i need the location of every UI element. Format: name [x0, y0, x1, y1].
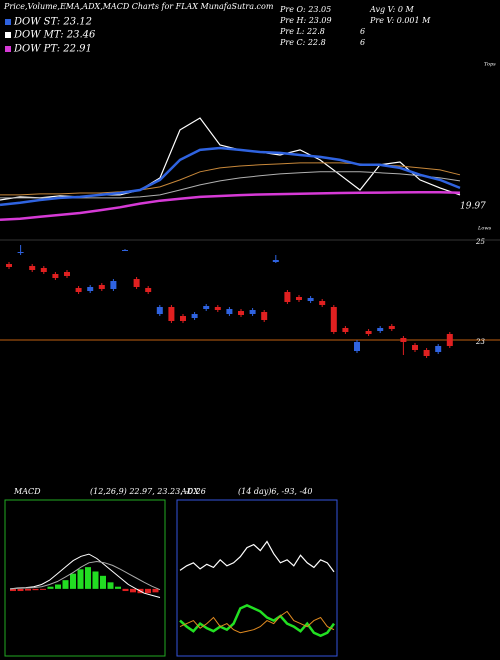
histogram-bar: [85, 567, 91, 589]
candle-body: [110, 281, 117, 289]
series-line: [179, 610, 335, 634]
macd-title: MACD: [13, 487, 41, 496]
candle-body: [40, 268, 47, 272]
candle-body: [226, 309, 233, 314]
candle-body: [29, 266, 36, 270]
macd-frame: [4, 499, 166, 657]
candle-body: [17, 252, 24, 253]
histogram-bar: [70, 573, 76, 589]
info: 6: [360, 38, 365, 47]
series-line: [9, 553, 161, 598]
histogram-bar: [100, 575, 106, 589]
series-line: [179, 540, 335, 573]
macd-params: (12,26,9) 22.97, 23.23, -0.26: [90, 487, 206, 496]
info: Avg V: 0 M: [369, 5, 414, 14]
info: Pre V: 0.001 M: [369, 16, 431, 25]
histogram-bar: [10, 588, 16, 592]
lows-label: Lows: [477, 226, 492, 232]
y-tick-label: 23: [475, 338, 485, 346]
legend-swatch: [5, 46, 11, 52]
histogram-bar: [152, 588, 159, 593]
candle-body: [214, 307, 221, 310]
candle-body: [446, 334, 453, 346]
series-line: [9, 560, 161, 591]
histogram-bar: [145, 588, 151, 594]
histogram-bar: [115, 586, 121, 589]
histogram-bar: [122, 588, 129, 592]
candle-body: [272, 260, 279, 262]
adx-params: (14 day)6, -93, -40: [238, 487, 312, 496]
adx-title: ADX: [180, 487, 199, 496]
last-price-label: 19.97: [460, 202, 486, 212]
histogram-bar: [107, 582, 114, 589]
candle-body: [238, 311, 244, 315]
candle-body: [365, 331, 372, 334]
legend-swatch: [5, 32, 11, 38]
candle-body: [249, 310, 256, 314]
histogram-bar: [77, 569, 84, 589]
candle-body: [180, 316, 186, 321]
y-tick-label: 25: [475, 238, 485, 246]
series-line: [0, 146, 461, 207]
candle-body: [191, 314, 198, 318]
legend-entry: DOW PT: 22.91: [13, 44, 92, 55]
candle-body: [435, 346, 442, 352]
adx-frame: [176, 499, 338, 657]
candle-body: [330, 307, 337, 332]
candle-body: [122, 250, 128, 251]
candle-body: [412, 345, 418, 350]
candle-body: [261, 312, 268, 320]
info: 6: [360, 27, 365, 36]
candle-body: [284, 292, 291, 302]
candle-body: [423, 350, 430, 356]
info: Pre C: 22.8: [279, 38, 326, 47]
candle-body: [98, 285, 105, 289]
candle-body: [87, 287, 94, 291]
candle-body: [145, 288, 152, 292]
legend-entry: DOW ST: 23.12: [13, 17, 92, 28]
legend-entry: DOW MT: 23.46: [13, 30, 96, 41]
histogram-bar: [25, 588, 31, 591]
histogram-bar: [92, 571, 99, 589]
info: Pre L: 22.8: [279, 27, 325, 36]
histogram-bar: [40, 588, 46, 590]
candle-body: [168, 307, 175, 321]
candle-body: [307, 298, 314, 301]
histogram-bar: [62, 580, 69, 589]
candle-body: [354, 342, 360, 351]
legend-swatch: [5, 19, 11, 25]
series-line: [0, 190, 461, 222]
tops-label: Tops: [484, 62, 496, 68]
candle-body: [296, 297, 302, 300]
info: Pre O: 23.05: [279, 5, 331, 14]
candle-body: [342, 328, 349, 332]
histogram-bar: [47, 586, 54, 589]
candle-body: [377, 328, 384, 331]
histogram-bar: [130, 588, 136, 593]
histogram-bar: [32, 588, 39, 591]
chart-title: Price,Volume,EMA,ADX,MACD Charts for FLA…: [3, 2, 274, 11]
candle-body: [203, 306, 210, 309]
candle-body: [75, 288, 82, 292]
candle-body: [319, 301, 326, 305]
candle-body: [52, 274, 59, 278]
candle-body: [388, 326, 395, 329]
candle-body: [133, 279, 140, 287]
candle-body: [400, 338, 407, 342]
info: Pre H: 23.09: [279, 16, 332, 25]
candle-body: [64, 272, 70, 276]
histogram-bar: [55, 584, 61, 589]
candle-body: [6, 264, 12, 267]
candle-body: [156, 307, 163, 314]
histogram-bar: [17, 588, 24, 592]
